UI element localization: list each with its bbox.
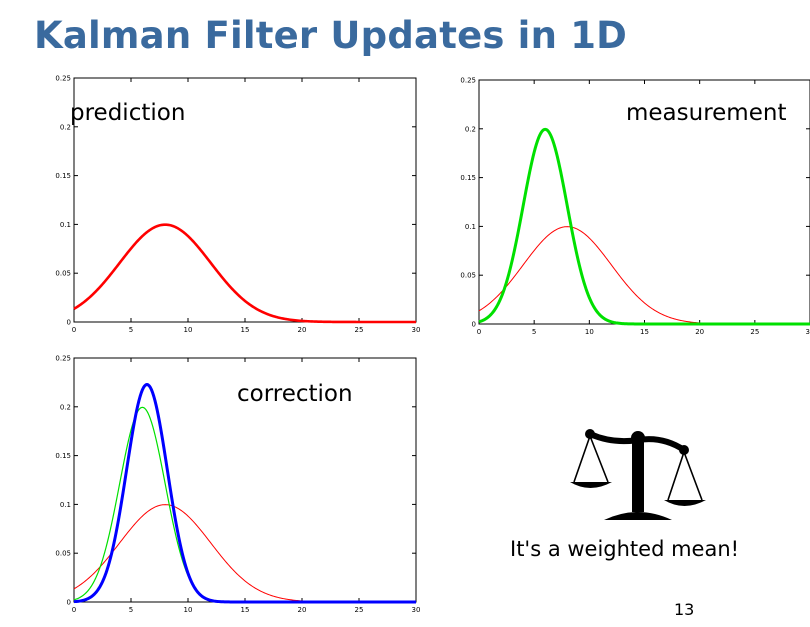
- x-tick-label: 30: [412, 326, 421, 334]
- y-tick-label: 0.05: [55, 270, 71, 278]
- x-tick-label: 5: [532, 328, 536, 336]
- slide-title: Kalman Filter Updates in 1D: [34, 14, 628, 57]
- y-tick-label: 0.2: [60, 123, 71, 131]
- balance-scale-icon: [570, 429, 706, 520]
- y-tick-label: 0.2: [465, 125, 476, 133]
- y-tick-label: 0.1: [60, 501, 71, 509]
- x-tick-label: 20: [298, 326, 307, 334]
- panel-label: correction: [237, 381, 353, 407]
- y-tick-label: 0.15: [55, 452, 71, 460]
- y-tick-label: 0.25: [460, 77, 476, 85]
- x-tick-label: 20: [695, 328, 704, 336]
- y-tick-label: 0.1: [465, 223, 476, 231]
- prediction-curve: [73, 223, 417, 324]
- y-tick-label: 0.15: [460, 174, 476, 182]
- x-tick-label: 15: [241, 326, 250, 334]
- prediction-curve: [478, 226, 810, 325]
- measurement-curve: [478, 127, 810, 326]
- x-tick-label: 10: [184, 326, 193, 334]
- y-tick-label: 0.05: [460, 272, 476, 280]
- measurement-curve: [73, 406, 416, 603]
- x-tick-label: 20: [298, 606, 307, 614]
- x-tick-label: 15: [241, 606, 250, 614]
- x-tick-label: 10: [585, 328, 594, 336]
- y-tick-label: 0: [67, 599, 71, 607]
- x-tick-label: 0: [72, 606, 76, 614]
- measurement-chart: 0 5 10 15 20 25 30 0 0.05 0.1 0.15 0.2 0.25 measureme…: [460, 77, 810, 336]
- correction-curve: [73, 382, 417, 604]
- x-tick-label: 5: [129, 326, 133, 334]
- y-tick-label: 0.1: [60, 221, 71, 229]
- x-tick-label: 0: [477, 328, 481, 336]
- x-tick-label: 30: [412, 606, 421, 614]
- caption: It's a weighted mean!: [510, 537, 740, 561]
- y-tick-label: 0.25: [55, 75, 71, 83]
- y-tick-label: 0.15: [55, 172, 71, 180]
- x-tick-label: 10: [184, 606, 193, 614]
- correction-chart: 0 5 10 15 20 25 30 0 0.05 0.1 0.15 0.2 0.25 correctio…: [55, 355, 420, 615]
- x-tick-label: 15: [640, 328, 649, 336]
- x-tick-label: 30: [806, 328, 810, 336]
- y-tick-label: 0: [67, 319, 71, 327]
- panel-label: measurement: [626, 100, 786, 126]
- x-tick-label: 5: [129, 606, 133, 614]
- x-tick-label: 0: [72, 326, 76, 334]
- x-tick-label: 25: [355, 606, 364, 614]
- page-number: 13: [674, 600, 695, 619]
- x-tick-label: 25: [750, 328, 759, 336]
- y-tick-label: 0.2: [60, 403, 71, 411]
- y-tick-label: 0.05: [55, 550, 71, 558]
- y-tick-label: 0: [472, 321, 476, 329]
- y-tick-label: 0.25: [55, 355, 71, 363]
- x-tick-label: 25: [355, 326, 364, 334]
- prediction-chart: 0 5 10 15 20 25 30 0 0.05 0.1 0.15 0.2 0.25 predictio…: [55, 75, 420, 335]
- panel-label: prediction: [70, 100, 185, 126]
- prediction-curve: [73, 504, 416, 603]
